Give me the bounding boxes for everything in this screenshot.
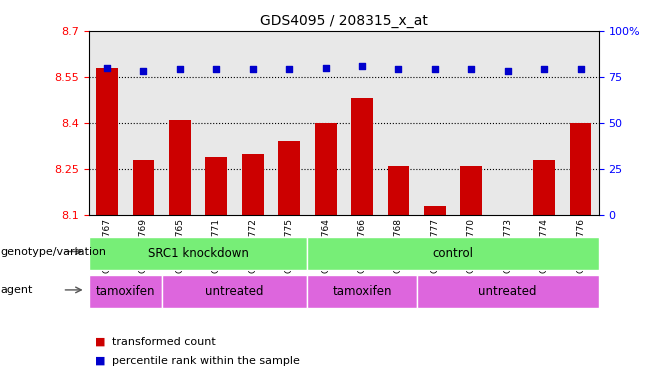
Text: agent: agent (1, 285, 33, 295)
Text: untreated: untreated (478, 285, 537, 298)
Point (357, 63, 367, 69)
Bar (570, 123, 592, 215)
Text: ■: ■ (95, 337, 106, 347)
Text: ■: ■ (95, 356, 106, 366)
Bar (424, 206, 445, 215)
Text: SRC1 knockdown: SRC1 knockdown (147, 247, 249, 260)
Point (503, 68, 513, 74)
Bar (388, 166, 409, 215)
Text: tamoxifen: tamoxifen (332, 285, 392, 298)
Point (320, 65, 331, 71)
Bar (132, 160, 155, 215)
Point (430, 66, 440, 73)
Bar (169, 120, 191, 215)
Point (284, 66, 294, 73)
Bar (307, 275, 417, 308)
Text: genotype/variation: genotype/variation (1, 247, 107, 257)
Point (211, 66, 222, 73)
Bar (533, 160, 555, 215)
Bar (278, 141, 300, 215)
Point (174, 66, 185, 73)
Bar (96, 68, 118, 215)
Text: untreated: untreated (205, 285, 264, 298)
Bar (242, 154, 264, 215)
Point (575, 66, 586, 73)
Bar (205, 157, 227, 215)
Text: transformed count: transformed count (112, 337, 216, 347)
Point (138, 68, 149, 74)
Point (539, 66, 549, 73)
Bar (89, 275, 162, 308)
Point (102, 65, 113, 71)
Text: tamoxifen: tamoxifen (95, 285, 155, 298)
Text: control: control (432, 247, 474, 260)
Text: percentile rank within the sample: percentile rank within the sample (112, 356, 300, 366)
Title: GDS4095 / 208315_x_at: GDS4095 / 208315_x_at (260, 14, 428, 28)
Bar (307, 237, 599, 270)
Point (247, 66, 258, 73)
Bar (417, 275, 599, 308)
Bar (89, 237, 307, 270)
Bar (461, 166, 482, 215)
Bar (315, 123, 336, 215)
Bar (351, 98, 373, 215)
Bar (162, 275, 307, 308)
Point (466, 66, 476, 73)
Point (393, 66, 404, 73)
